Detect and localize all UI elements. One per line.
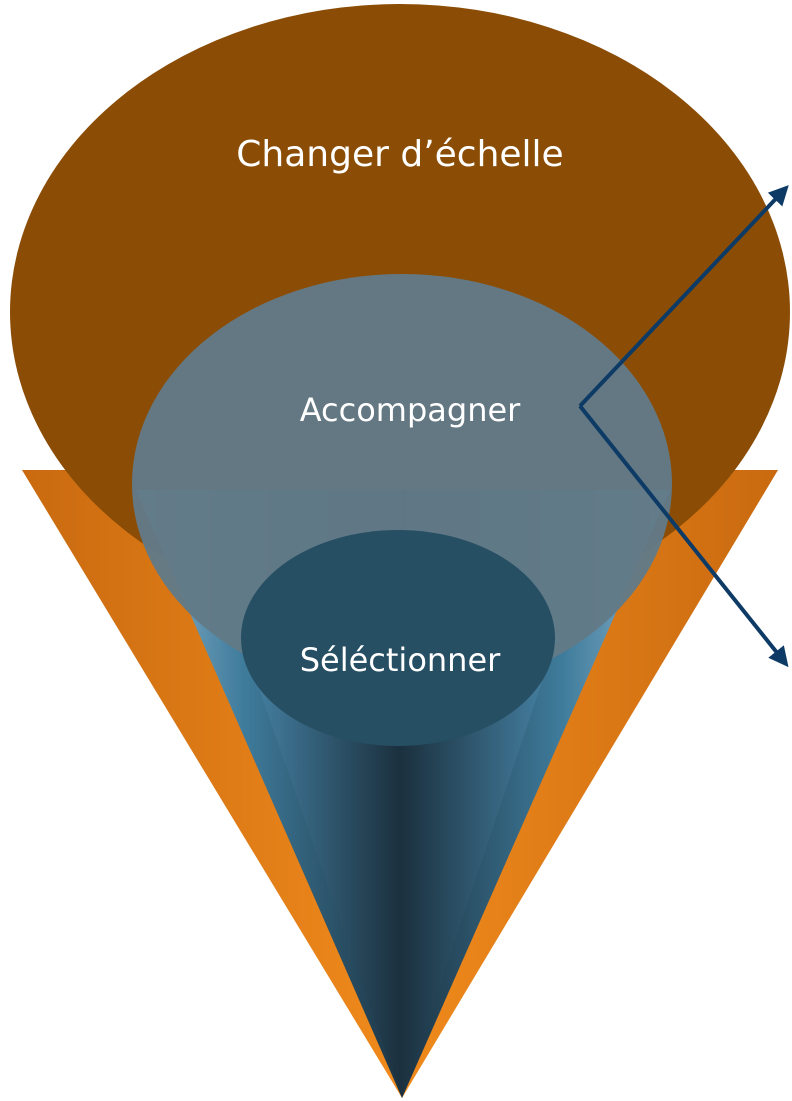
middle-label: Accompagner <box>300 391 521 429</box>
inner-label: Séléctionner <box>300 641 501 679</box>
outer-label: Changer d’échelle <box>236 134 563 175</box>
diagram: Changer d’échelle Accompagner Séléctionn… <box>0 0 792 1101</box>
inner-ellipse <box>241 530 555 746</box>
